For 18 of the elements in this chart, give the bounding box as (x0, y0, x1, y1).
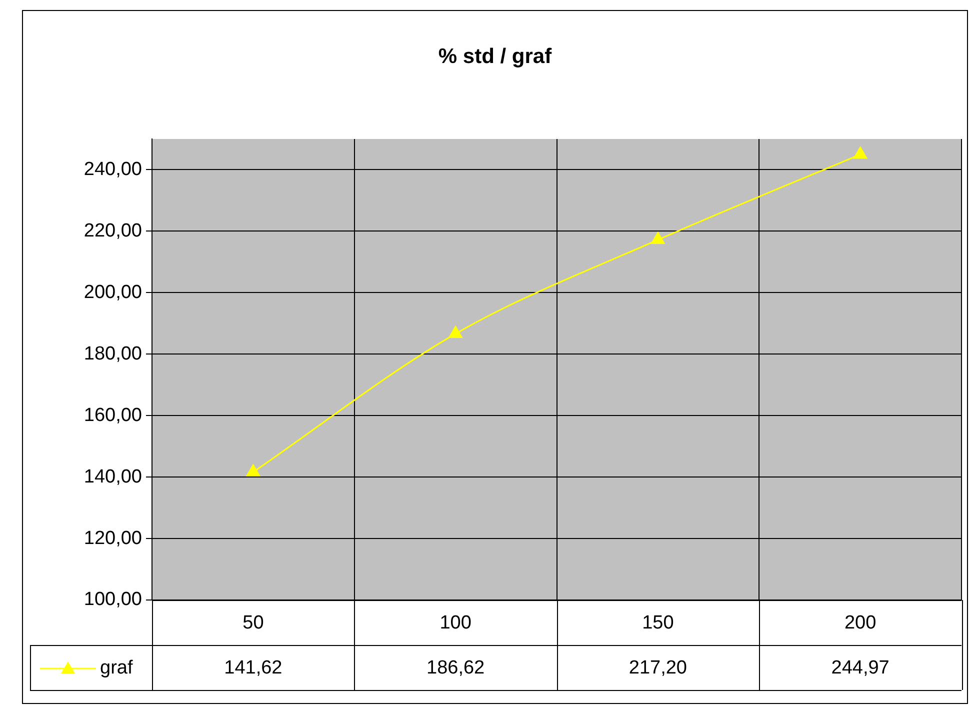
data-label: 141,62 (224, 658, 282, 679)
y-tick-label: 240,00 (84, 158, 142, 180)
y-tick-label: 140,00 (84, 466, 142, 488)
data-label: 186,62 (426, 658, 485, 679)
y-tick-label: 100,00 (84, 589, 142, 610)
data-label: 244,97 (831, 658, 890, 679)
y-tick-label: 220,00 (84, 220, 142, 242)
x-tick-label: 200 (844, 612, 876, 634)
y-tick-label: 120,00 (84, 528, 142, 549)
x-tick-label: 100 (440, 612, 472, 634)
y-tick-label: 160,00 (84, 404, 142, 426)
y-tick-label: 180,00 (84, 343, 142, 364)
chart-title: % std / graf (438, 44, 553, 68)
y-tick-label: 200,00 (84, 282, 142, 303)
data-label: 217,20 (628, 658, 687, 679)
legend-label: graf (100, 658, 134, 679)
x-tick-label: 50 (242, 612, 264, 634)
x-tick-label: 150 (642, 612, 674, 634)
